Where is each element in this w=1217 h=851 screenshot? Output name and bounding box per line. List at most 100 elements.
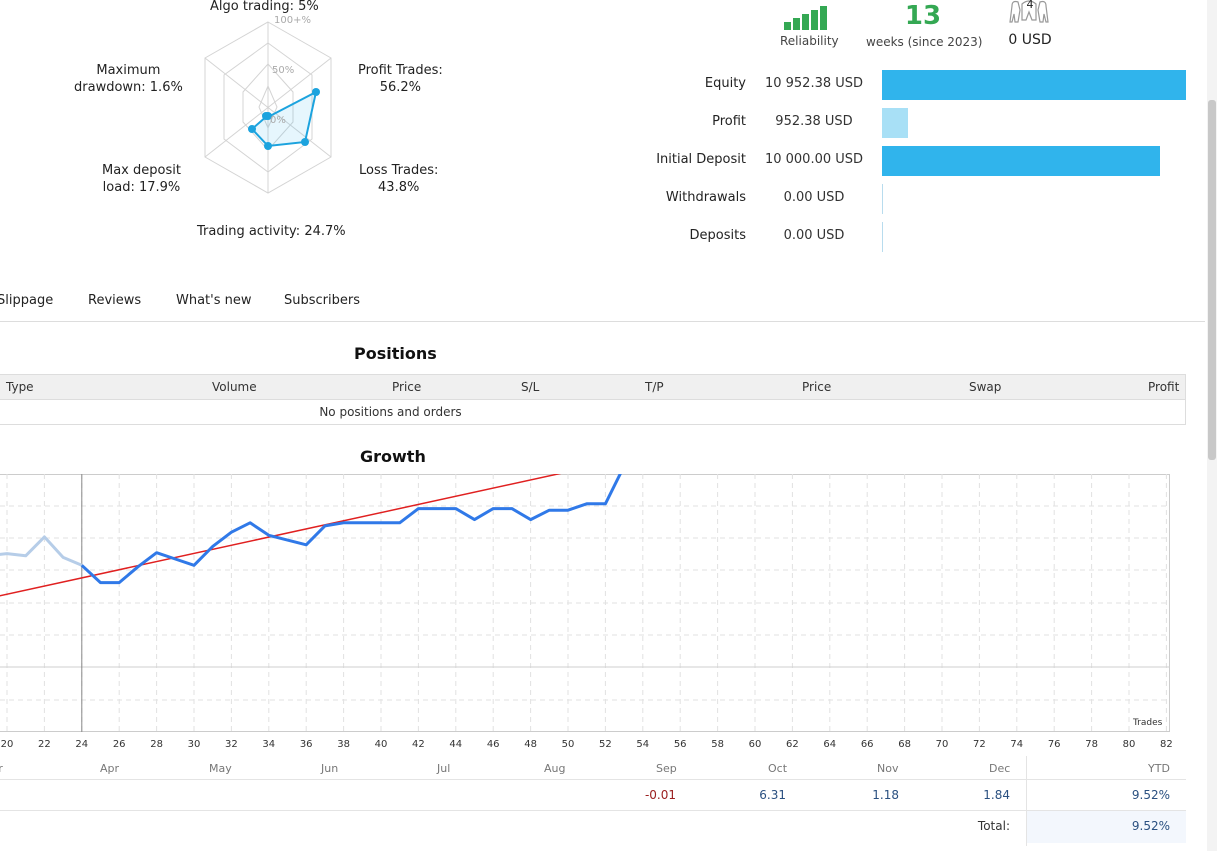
- tab-bar: Slippage Reviews What's new Subscribers: [0, 282, 1205, 322]
- x-tick-label: 66: [860, 739, 874, 750]
- month-value-sep: -0.01: [644, 788, 676, 802]
- x-tick-label: 20: [0, 739, 14, 750]
- radar-scale-0: 0%: [270, 115, 286, 126]
- col-volume[interactable]: Volume: [212, 380, 257, 394]
- scrollbar-thumb[interactable]: [1208, 100, 1216, 460]
- x-tick-label: 30: [187, 739, 201, 750]
- positions-empty-message: No positions and orders: [319, 405, 462, 419]
- col-sl[interactable]: S/L: [521, 380, 540, 394]
- month-label-oct: Oct: [768, 762, 788, 775]
- x-tick-label: 40: [374, 739, 388, 750]
- money-bar: [882, 146, 1160, 176]
- month-label-may: May: [209, 762, 232, 775]
- x-tick-label: 32: [225, 739, 238, 750]
- weeks-label: weeks (since 2023): [866, 35, 983, 49]
- money-label: Initial Deposit: [656, 152, 746, 167]
- month-label-nov: Nov: [877, 762, 899, 775]
- x-tick-label: 52: [599, 739, 612, 750]
- growth-title: Growth: [360, 447, 426, 466]
- months-divider: [0, 779, 1186, 780]
- x-tick-label: 74: [1010, 739, 1024, 750]
- money-value: 10 952.38 USD: [764, 76, 864, 91]
- money-row-initial-deposit: Initial Deposit 10 000.00 USD: [640, 146, 1200, 176]
- money-row-equity: Equity 10 952.38 USD: [640, 70, 1200, 100]
- weeks-value: 13: [904, 1, 942, 31]
- money-row-deposits: Deposits 0.00 USD: [640, 222, 1200, 252]
- total-value: 9.52%: [1131, 819, 1170, 833]
- x-tick-label: 64: [823, 739, 837, 750]
- subscribers-value: 0 USD: [1008, 32, 1052, 48]
- col-profit[interactable]: Profit: [1148, 380, 1180, 394]
- radar-label-max-drawdown: Maximum drawdown: 1.6%: [74, 63, 183, 95]
- month-value-oct: 6.31: [759, 788, 786, 802]
- total-cell-bg: [1027, 811, 1186, 843]
- col-current-price[interactable]: Price: [802, 380, 832, 394]
- radar-label-profit-trades: Profit Trades: 56.2%: [358, 63, 443, 95]
- x-tick-label: 46: [486, 739, 500, 750]
- x-tick-label: 26: [112, 739, 126, 750]
- x-tick-label: 36: [299, 739, 313, 750]
- radar-label-trading-activity: Trading activity: 24.7%: [197, 224, 346, 239]
- x-tick-label: 56: [673, 739, 687, 750]
- positions-header: Type Volume Price S/L T/P Price Swap Pro…: [0, 375, 1185, 400]
- month-value-dec: 1.84: [983, 788, 1010, 802]
- x-tick-label: 70: [935, 739, 949, 750]
- x-tick-label: 22: [38, 739, 51, 750]
- trend-line: [0, 474, 562, 597]
- trades-axis-label: Trades: [1133, 718, 1163, 728]
- money-label: Equity: [704, 76, 746, 91]
- x-tick-label: 48: [524, 739, 537, 750]
- x-tick-label: 68: [898, 739, 911, 750]
- month-label-aug: Aug: [544, 762, 566, 775]
- tab-slippage[interactable]: Slippage: [0, 293, 54, 308]
- x-tick-label: 78: [1085, 739, 1098, 750]
- growth-chart: [0, 474, 1170, 732]
- money-bar: [882, 184, 883, 214]
- money-label: Deposits: [689, 228, 746, 243]
- ytd-value: 9.52%: [1131, 788, 1170, 802]
- x-tick-label: 76: [1047, 739, 1061, 750]
- x-tick-label: 54: [636, 739, 650, 750]
- radar-grid: [204, 21, 332, 194]
- money-label: Profit: [712, 114, 746, 129]
- positions-title: Positions: [354, 344, 437, 363]
- ytd-header: YTD: [1148, 762, 1170, 775]
- col-swap[interactable]: Swap: [969, 380, 1002, 394]
- col-price[interactable]: Price: [392, 380, 422, 394]
- x-tick-label: 80: [1122, 739, 1136, 750]
- radar-label-max-deposit-load: Max deposit load: 17.9%: [102, 163, 181, 195]
- x-tick-label: 50: [561, 739, 575, 750]
- x-tick-label: 38: [337, 739, 350, 750]
- x-tick-label: 58: [711, 739, 724, 750]
- money-label: Withdrawals: [665, 190, 746, 205]
- ytd-divider: [1026, 756, 1027, 846]
- money-bar: [882, 70, 1186, 100]
- month-label-jun: Jun: [321, 762, 339, 775]
- radar-points: [248, 88, 320, 150]
- month-label-sep: Sep: [656, 762, 677, 775]
- growth-line-prior: [0, 535, 83, 567]
- radar-label-algo-trading: Algo trading: 5%: [210, 0, 319, 14]
- radar-label-loss-trades: Loss Trades: 43.8%: [359, 163, 439, 195]
- col-type[interactable]: Type: [6, 380, 34, 394]
- growth-chart-frame: [0, 474, 1170, 732]
- x-tick-label: 44: [449, 739, 463, 750]
- col-tp[interactable]: T/P: [645, 380, 664, 394]
- tab-reviews[interactable]: Reviews: [88, 293, 142, 308]
- money-row-profit: Profit 952.38 USD: [640, 108, 1200, 138]
- month-label-jul: Jul: [437, 762, 451, 775]
- radar-scale-50: 50%: [272, 65, 295, 76]
- month-label-dec: Dec: [989, 762, 1011, 775]
- month-label-apr: Apr: [100, 762, 120, 775]
- tab-subscribers[interactable]: Subscribers: [284, 293, 360, 308]
- x-tick-label: 28: [150, 739, 163, 750]
- positions-table: Type Volume Price S/L T/P Price Swap Pro…: [0, 374, 1186, 425]
- money-row-withdrawals: Withdrawals 0.00 USD: [640, 184, 1200, 214]
- reliability-label: Reliability: [780, 34, 839, 48]
- money-value: 0.00 USD: [783, 228, 845, 243]
- month-value-nov: 1.18: [872, 788, 899, 802]
- x-tick-label: 34: [262, 739, 276, 750]
- tab-whats-new[interactable]: What's new: [176, 293, 252, 308]
- money-bar: [882, 222, 883, 252]
- subscribers-icon: [1009, 0, 1049, 23]
